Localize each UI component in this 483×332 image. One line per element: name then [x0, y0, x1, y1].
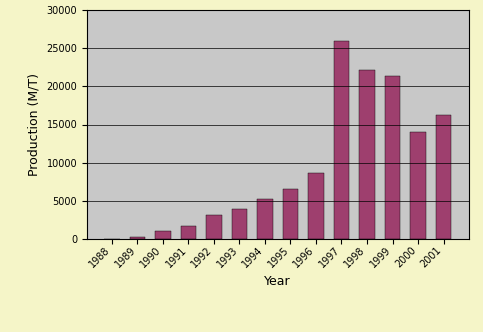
Bar: [334, 41, 349, 239]
Bar: [359, 69, 375, 239]
Bar: [156, 231, 170, 239]
Bar: [283, 189, 298, 239]
Bar: [130, 237, 145, 239]
Bar: [181, 226, 196, 239]
X-axis label: Year: Year: [264, 275, 291, 288]
Bar: [308, 173, 324, 239]
Bar: [436, 115, 451, 239]
Y-axis label: Production (M/T): Production (M/T): [28, 73, 41, 176]
Bar: [257, 199, 272, 239]
Bar: [385, 76, 400, 239]
Bar: [411, 132, 426, 239]
Bar: [206, 215, 222, 239]
Bar: [232, 209, 247, 239]
